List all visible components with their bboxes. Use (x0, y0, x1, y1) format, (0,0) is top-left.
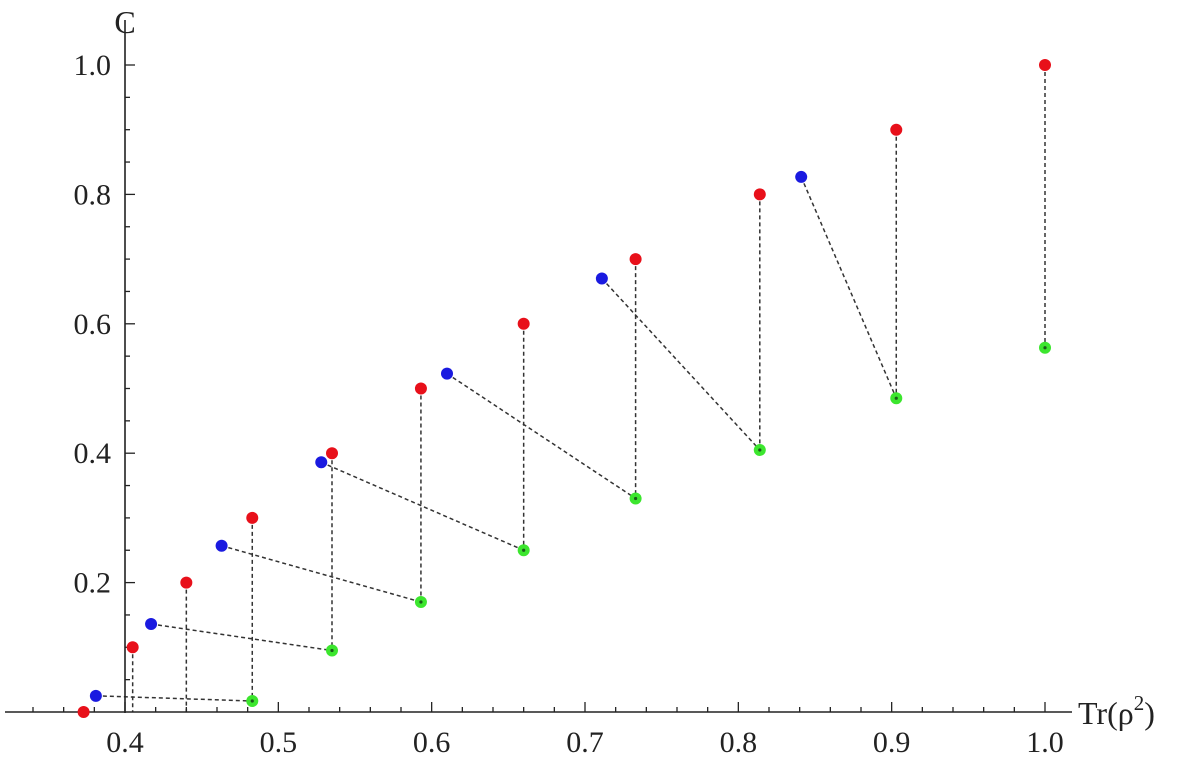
red-data-point (246, 511, 259, 524)
red-data-point (890, 123, 903, 136)
red-data-point (77, 706, 90, 718)
blue-data-point (441, 367, 453, 380)
x-tick-label: 0.4 (106, 726, 144, 759)
diagonal-dashed-link (320, 461, 524, 551)
green-point-center (522, 548, 526, 552)
diagonal-dashed-link (150, 623, 333, 652)
blue-data-point (315, 456, 328, 469)
y-tick-label: 0.4 (74, 437, 112, 470)
blue-data-point (215, 539, 228, 552)
y-tick-label: 0.6 (74, 308, 112, 341)
blue-data-point (595, 272, 608, 285)
ticks: 0.4 0.5 0.6 0.7 0.8 0.9 1.0 0.2 0.4 0.6 0.8 1.0 (32, 49, 1064, 759)
x-tick-label: 0.8 (720, 726, 758, 759)
green-point-center (634, 496, 638, 501)
green-point-center (419, 600, 423, 604)
red-data-point (753, 188, 766, 201)
x-tick-label: 0.7 (566, 726, 604, 759)
red-data-point (1039, 59, 1051, 71)
x-tick-label: 1.0 (1026, 726, 1064, 759)
y-tick-label: 0.2 (74, 567, 112, 600)
diagonal-dashed-link (221, 544, 422, 603)
y-tick-label: 1.0 (74, 49, 112, 82)
diagonal-dashed-link (95, 695, 253, 702)
x-axis-title: Tr(ρ2) (1078, 691, 1155, 731)
red-data-point (517, 317, 530, 330)
red-data-point (629, 253, 642, 266)
red-data-point (180, 576, 193, 589)
y-tick-label: 0.8 (74, 178, 112, 211)
red-data-point (126, 641, 139, 654)
green-point-center (250, 699, 254, 703)
diagonal-dashed-link (800, 176, 897, 399)
x-tick-label: 0.9 (873, 726, 911, 759)
green-point-center (894, 396, 898, 400)
axes (5, 20, 1072, 713)
green-point-center (330, 648, 334, 653)
diagonal-dashed-link (446, 372, 637, 500)
red-data-point (326, 447, 338, 460)
x-tick-label: 0.5 (260, 726, 298, 759)
green-point-center (758, 448, 762, 452)
dashed-links (95, 65, 1046, 712)
blue-data-point (795, 170, 808, 183)
diagonal-dashed-link (601, 278, 761, 451)
y-axis-title: C (114, 4, 135, 40)
blue-data-point (145, 618, 158, 631)
x-tick-label: 0.6 (413, 726, 451, 759)
green-point-center (1043, 346, 1047, 350)
blue-data-point (89, 689, 102, 702)
red-data-point (414, 382, 427, 395)
data-points (77, 59, 1051, 718)
